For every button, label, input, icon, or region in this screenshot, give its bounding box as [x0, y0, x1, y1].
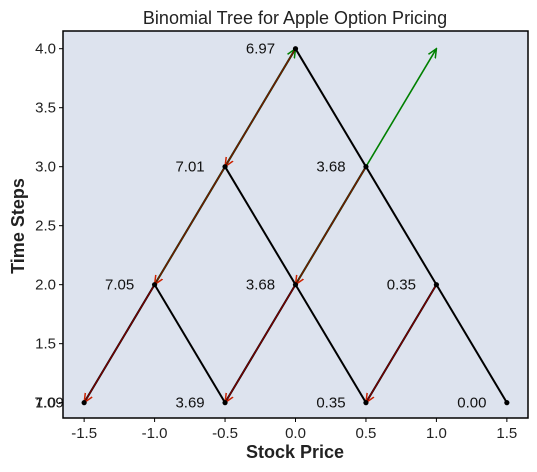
y-tick-label: 3.0 [35, 159, 56, 176]
down-move-arrow [225, 284, 297, 403]
tree-edge [365, 166, 438, 286]
x-tick-label: 1.0 [426, 425, 447, 442]
down-move-arrow [155, 166, 226, 285]
node-value-label: 0.35 [387, 277, 416, 294]
down-move-arrow [296, 166, 367, 285]
node-value-label: 0.00 [457, 395, 486, 412]
tree-nodes: 6.97 7.01 3.68 7.05 3.68 0.35 7.09 3.69 0.35 0.00 [35, 41, 510, 412]
node-value-label: 7.05 [105, 277, 134, 294]
down-move-arrow [84, 284, 156, 403]
x-tick-label: 0.5 [356, 425, 377, 442]
y-tick-label: 3.5 [35, 100, 56, 117]
y-tick-label: 2.5 [35, 218, 56, 235]
tree-node [222, 164, 228, 170]
tree-node [292, 282, 299, 288]
y-tick-label: 2.0 [35, 277, 56, 294]
tree-node [433, 282, 440, 288]
x-tick-label: 1.5 [496, 425, 517, 442]
tree-node [292, 46, 299, 52]
tree-edge [294, 48, 367, 168]
x-axis-label: Stock Price [246, 442, 344, 462]
node-value-label: 7.09 [35, 395, 64, 412]
y-axis-label: Time Steps [8, 178, 28, 274]
y-tick-label: 1.0 [35, 395, 56, 412]
down-move-arrow [366, 284, 437, 403]
tree-node [504, 400, 510, 406]
node-value-label: 3.69 [175, 395, 204, 412]
x-tick-label: -1.5 [71, 425, 97, 442]
node-value-label: 7.01 [175, 159, 204, 176]
x-tick-label: -0.5 [212, 425, 238, 442]
tree-edge [435, 284, 508, 404]
x-tick-label: -1.0 [142, 425, 168, 442]
tree-node [81, 400, 87, 406]
tree-edge [294, 284, 367, 404]
node-value-label: 3.68 [246, 277, 275, 294]
x-tick-label: 0.0 [285, 425, 306, 442]
y-axis-ticks: 1.0 1.5 2.0 2.5 3.0 3.5 4.0 [35, 41, 63, 412]
x-axis-ticks: -1.5 -1.0 -0.5 0.0 0.5 1.0 1.5 [71, 418, 517, 442]
y-tick-label: 4.0 [35, 41, 56, 58]
tree-node [222, 400, 228, 406]
tree-edge [224, 166, 297, 286]
tree-node [363, 400, 369, 406]
node-value-label: 0.35 [316, 395, 345, 412]
chart-title: Binomial Tree for Apple Option Pricing [143, 8, 447, 28]
y-tick-label: 1.5 [35, 336, 56, 353]
node-value-label: 3.68 [316, 159, 345, 176]
plot-area [62, 30, 529, 419]
tree-node [363, 164, 369, 170]
node-value-label: 6.97 [246, 41, 275, 58]
tree-node [151, 282, 158, 288]
tree-edge [153, 284, 226, 404]
down-move-arrow [225, 48, 297, 167]
